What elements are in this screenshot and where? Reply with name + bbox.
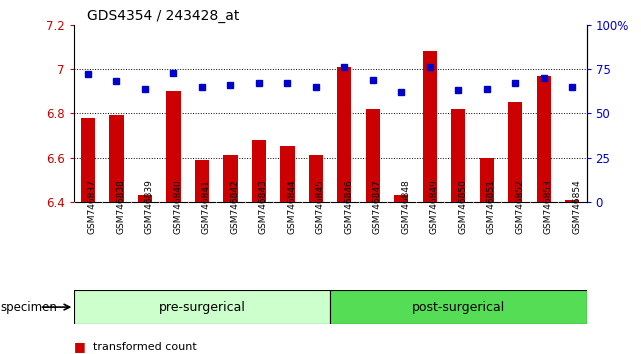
Bar [422,51,437,202]
Bar [223,155,238,202]
Text: GSM746853: GSM746853 [544,179,553,234]
Text: post-surgerical: post-surgerical [412,301,505,314]
Bar [195,160,209,202]
Text: GSM746840: GSM746840 [174,179,183,234]
Bar [74,290,330,324]
Text: GSM746838: GSM746838 [117,179,126,234]
Bar [166,91,181,202]
Text: GSM746851: GSM746851 [487,179,495,234]
Bar [309,155,323,202]
Bar [280,147,294,202]
Text: GSM746846: GSM746846 [344,179,353,234]
Text: GSM746843: GSM746843 [259,179,268,234]
Bar [252,140,266,202]
Text: GSM746850: GSM746850 [458,179,467,234]
Bar [330,290,587,324]
Text: GSM746847: GSM746847 [373,179,382,234]
Text: GSM746848: GSM746848 [401,179,410,234]
Text: transformed count: transformed count [93,342,197,352]
Text: GSM746854: GSM746854 [572,179,581,234]
Text: GSM746842: GSM746842 [230,179,239,234]
Text: GSM746852: GSM746852 [515,179,524,234]
Text: GSM746839: GSM746839 [145,179,154,234]
Text: GSM746849: GSM746849 [430,179,439,234]
Bar [479,158,494,202]
Bar [337,67,351,202]
Bar [394,195,408,202]
Text: pre-surgerical: pre-surgerical [158,301,246,314]
Text: GSM746837: GSM746837 [88,179,97,234]
Text: GSM746841: GSM746841 [202,179,211,234]
Text: GSM746845: GSM746845 [316,179,325,234]
Bar [110,115,124,202]
Text: specimen: specimen [1,301,58,314]
Bar [451,109,465,202]
Bar [537,76,551,202]
Bar [508,102,522,202]
Bar [81,118,95,202]
Bar [138,195,152,202]
Bar [366,109,380,202]
Text: GDS4354 / 243428_at: GDS4354 / 243428_at [87,9,239,23]
Text: ■: ■ [74,341,85,353]
Bar [565,200,579,202]
Text: GSM746844: GSM746844 [287,179,296,234]
